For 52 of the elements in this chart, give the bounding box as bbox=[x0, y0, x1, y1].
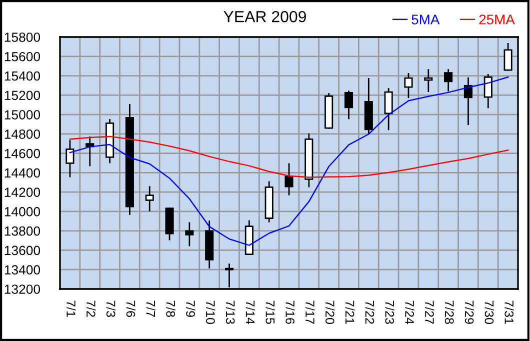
x-tick-label: 7/28 bbox=[444, 300, 454, 324]
candlestick bbox=[404, 73, 413, 98]
x-tick-label: 7/13 bbox=[226, 300, 236, 324]
x-tick-label: 7/10 bbox=[206, 300, 216, 324]
candlestick bbox=[384, 88, 393, 130]
x-tick-label: 7/9 bbox=[186, 300, 196, 317]
x-tick-label: 7/29 bbox=[464, 300, 474, 324]
x-tick-label: 7/6 bbox=[126, 300, 136, 317]
x-tick-label: 7/20 bbox=[325, 300, 335, 324]
y-tick-label: 15400 bbox=[4, 71, 40, 81]
x-tick-label: 7/30 bbox=[484, 300, 494, 324]
y-tick-label: 14400 bbox=[4, 168, 40, 178]
x-tick-label: 7/24 bbox=[405, 300, 414, 324]
candlestick bbox=[185, 222, 194, 246]
candlestick bbox=[145, 186, 154, 212]
x-tick-label: 7/15 bbox=[266, 300, 275, 324]
x-tick-label: 7/8 bbox=[166, 300, 176, 317]
x-tick-label: 7/23 bbox=[385, 300, 394, 324]
legend-label: 5MA bbox=[412, 14, 440, 24]
x-tick-label: 7/7 bbox=[146, 300, 156, 317]
x-tick-label: 7/16 bbox=[286, 300, 295, 324]
candlestick bbox=[464, 77, 472, 126]
y-tick-label: 13200 bbox=[4, 284, 40, 294]
candlestick bbox=[504, 42, 512, 71]
y-tick-label: 13600 bbox=[4, 246, 40, 256]
x-tick-label: 7/27 bbox=[425, 300, 434, 324]
x-tick-label: 7/3 bbox=[106, 300, 116, 317]
y-tick-label: 14800 bbox=[4, 129, 40, 139]
chart-title: YEAR 2009 bbox=[224, 10, 306, 22]
candlestick bbox=[66, 140, 74, 178]
candlestick bbox=[344, 90, 354, 120]
x-tick-label: 7/22 bbox=[365, 300, 374, 324]
x-tick-label: 7/1 bbox=[66, 300, 76, 317]
legend-label: 25MA bbox=[479, 14, 515, 24]
y-tick-label: 14000 bbox=[4, 207, 40, 216]
y-tick-label: 14200 bbox=[4, 188, 40, 197]
y-tick-label: 13800 bbox=[4, 226, 40, 236]
x-tick-label: 7/14 bbox=[246, 300, 255, 324]
x-tick-label: 7/31 bbox=[504, 300, 514, 324]
x-tick-label: 7/21 bbox=[345, 300, 355, 324]
y-tick-label: 15600 bbox=[4, 52, 40, 62]
y-tick-label: 14600 bbox=[4, 148, 40, 158]
y-tick-label: 13400 bbox=[4, 265, 40, 275]
candlestick bbox=[484, 74, 492, 108]
y-tick-label: 15200 bbox=[4, 90, 40, 100]
y-tick-label: 15800 bbox=[4, 32, 40, 42]
x-tick-label: 7/17 bbox=[306, 300, 315, 324]
candlestick bbox=[424, 69, 433, 92]
candlestick bbox=[444, 69, 453, 92]
x-tick-label: 7/2 bbox=[86, 300, 96, 317]
candlestick bbox=[284, 163, 294, 196]
y-tick-label: 15000 bbox=[4, 110, 40, 120]
